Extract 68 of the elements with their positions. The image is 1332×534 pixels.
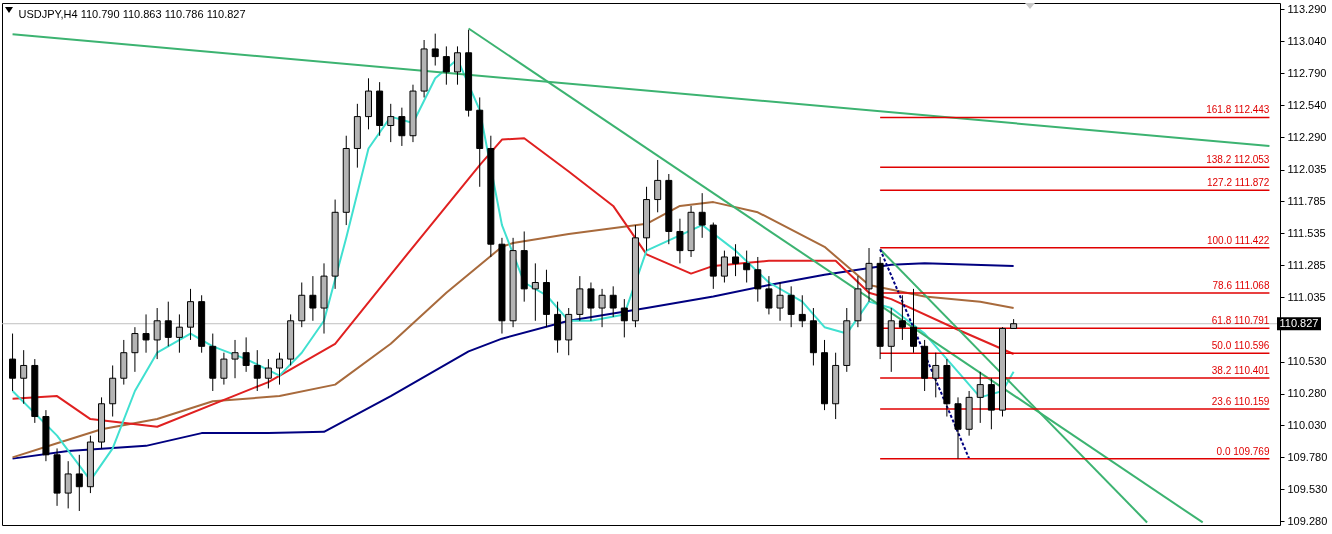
series-label: 23.6 110.159 (1211, 395, 1270, 407)
candlestick (765, 275, 773, 315)
candlestick (743, 250, 751, 284)
candlestick (676, 218, 684, 264)
y-tick-label: 112.290 (1287, 130, 1327, 143)
y-tick-label: 110.280 (1287, 387, 1327, 400)
candlestick (431, 33, 439, 67)
candlestick (620, 298, 628, 338)
candlestick (654, 159, 662, 213)
candlestick (798, 294, 806, 328)
candlestick (142, 313, 150, 354)
y-tick-label: 110.030 (1287, 418, 1327, 431)
candlestick (231, 339, 239, 379)
candlestick (976, 371, 984, 424)
candlestick (587, 282, 595, 322)
candlestick (164, 301, 172, 347)
candlestick (732, 243, 740, 277)
candlestick (453, 45, 461, 86)
series-label: 161.8 112.443 (1206, 104, 1270, 116)
candlestick (609, 285, 617, 318)
y-tick-label: 109.780 (1287, 450, 1328, 463)
y-tick-label: 111.535 (1287, 226, 1326, 239)
y-tick-label: 111.035 (1287, 290, 1326, 303)
y-tick-label: 113.040 (1287, 34, 1327, 47)
candlestick (398, 107, 406, 147)
candlestick (309, 275, 317, 322)
candlestick (264, 358, 272, 389)
candlestick (442, 45, 450, 86)
y-tick-label: 110.530 (1287, 355, 1327, 368)
candlestick (698, 192, 706, 239)
y-tick-label: 109.530 (1287, 482, 1328, 495)
candlestick (75, 454, 83, 512)
candlestick (276, 352, 284, 386)
chart-title: USDJPY,H4 110.790 110.863 110.786 110.827 (18, 8, 246, 20)
ref-line-label: 110.827 (1279, 316, 1319, 329)
candlestick (9, 333, 17, 392)
series-label: 38.2 110.401 (1211, 365, 1270, 377)
series-label: 61.8 110.791 (1211, 315, 1270, 327)
y-tick-label: 112.790 (1287, 66, 1327, 79)
candlestick (932, 352, 940, 398)
y-tick-label: 111.785 (1287, 194, 1326, 207)
y-tick-label: 112.540 (1287, 98, 1327, 111)
candlestick (387, 103, 395, 143)
series-label: 50.0 110.596 (1211, 340, 1270, 352)
y-tick-label: 112.035 (1287, 163, 1327, 176)
candlestick (776, 282, 784, 322)
candlestick (754, 256, 762, 303)
line-series (11, 137, 1015, 428)
candlestick (131, 326, 139, 373)
line-series (11, 201, 1015, 459)
candlestick (220, 352, 228, 386)
candlestick (787, 285, 795, 328)
series-label: 100.0 111.422 (1206, 234, 1270, 246)
candlestick (910, 288, 918, 354)
candlestick (253, 349, 261, 392)
candlestick (20, 349, 28, 405)
series-label: 127.2 111.872 (1206, 177, 1270, 189)
series-label: 138.2 112.053 (1206, 154, 1270, 166)
y-tick-label: 113.290 (1287, 2, 1327, 15)
candlestick (242, 336, 250, 373)
candlestick (64, 460, 72, 509)
series-label: 78.6 111.068 (1212, 279, 1270, 291)
candlestick (720, 250, 728, 284)
y-tick-label: 111.285 (1287, 258, 1326, 271)
candlestick (531, 262, 539, 322)
series-label: 0.0 109.769 (1216, 445, 1270, 457)
candlestick (898, 294, 906, 341)
y-tick-label: 109.280 (1287, 514, 1328, 527)
